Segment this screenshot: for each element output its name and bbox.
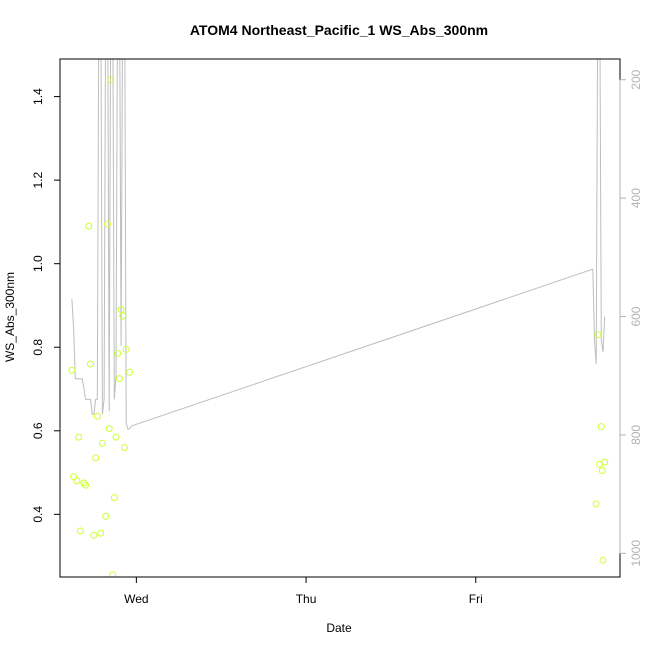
data-point <box>97 529 105 537</box>
y-tick-label: 1.4 <box>31 88 45 105</box>
data-point <box>90 531 98 539</box>
right-tick-label: 800 <box>629 425 643 445</box>
data-point <box>597 423 605 431</box>
y-tick-label: 0.6 <box>31 422 45 439</box>
data-point <box>104 220 111 228</box>
data-point <box>109 571 117 577</box>
data-point <box>80 479 88 487</box>
x-tick-label: Wed <box>124 592 148 606</box>
y-tick-label: 1.2 <box>31 171 45 188</box>
data-point <box>598 467 606 474</box>
right-tick-label: 1000 <box>629 540 643 567</box>
data-point <box>75 433 83 441</box>
data-point <box>85 222 93 230</box>
data-point <box>87 360 94 368</box>
data-point <box>73 477 81 485</box>
data-point <box>76 527 84 535</box>
data-point <box>122 345 130 353</box>
x-axis: Wed Thu Fri <box>124 576 483 606</box>
data-point <box>114 350 122 357</box>
data-point <box>601 458 609 466</box>
plot-clip-group <box>68 59 609 577</box>
right-tick-label: 600 <box>629 306 643 326</box>
right-axis: 200 400 600 800 1000 <box>619 69 643 567</box>
data-point <box>92 454 100 462</box>
point-series <box>68 76 609 577</box>
data-point <box>599 556 607 564</box>
right-tick-label: 400 <box>629 188 643 208</box>
data-point <box>119 312 127 320</box>
y-tick-label: 1.0 <box>31 255 45 272</box>
data-point <box>126 368 134 376</box>
data-point <box>70 473 78 481</box>
x-tick-label: Thu <box>296 592 317 606</box>
data-point <box>594 331 602 339</box>
data-point <box>93 412 101 420</box>
data-point <box>105 425 113 433</box>
x-tick-label: Fri <box>469 592 483 606</box>
data-point <box>107 76 115 84</box>
line-series-path <box>71 59 606 430</box>
data-point <box>102 512 110 520</box>
data-point <box>592 500 600 508</box>
data-point <box>110 494 118 502</box>
right-tick-label: 200 <box>629 69 643 89</box>
line-series <box>71 59 606 430</box>
y-axis: 0.4 0.6 0.8 1.0 1.2 1.4 <box>31 88 61 523</box>
y-axis-label: WS_Abs_300nm <box>3 272 17 362</box>
data-point <box>68 366 76 374</box>
data-point <box>82 481 89 489</box>
data-point <box>117 306 125 314</box>
data-point <box>115 375 123 383</box>
x-axis-label: Date <box>326 621 352 635</box>
data-point <box>112 433 120 441</box>
chart-title: ATOM4 Northeast_Pacific_1 WS_Abs_300nm <box>190 22 488 38</box>
data-point <box>121 444 128 451</box>
data-point <box>98 439 106 447</box>
y-tick-label: 0.8 <box>31 339 45 356</box>
y-tick-label: 0.4 <box>31 506 45 523</box>
